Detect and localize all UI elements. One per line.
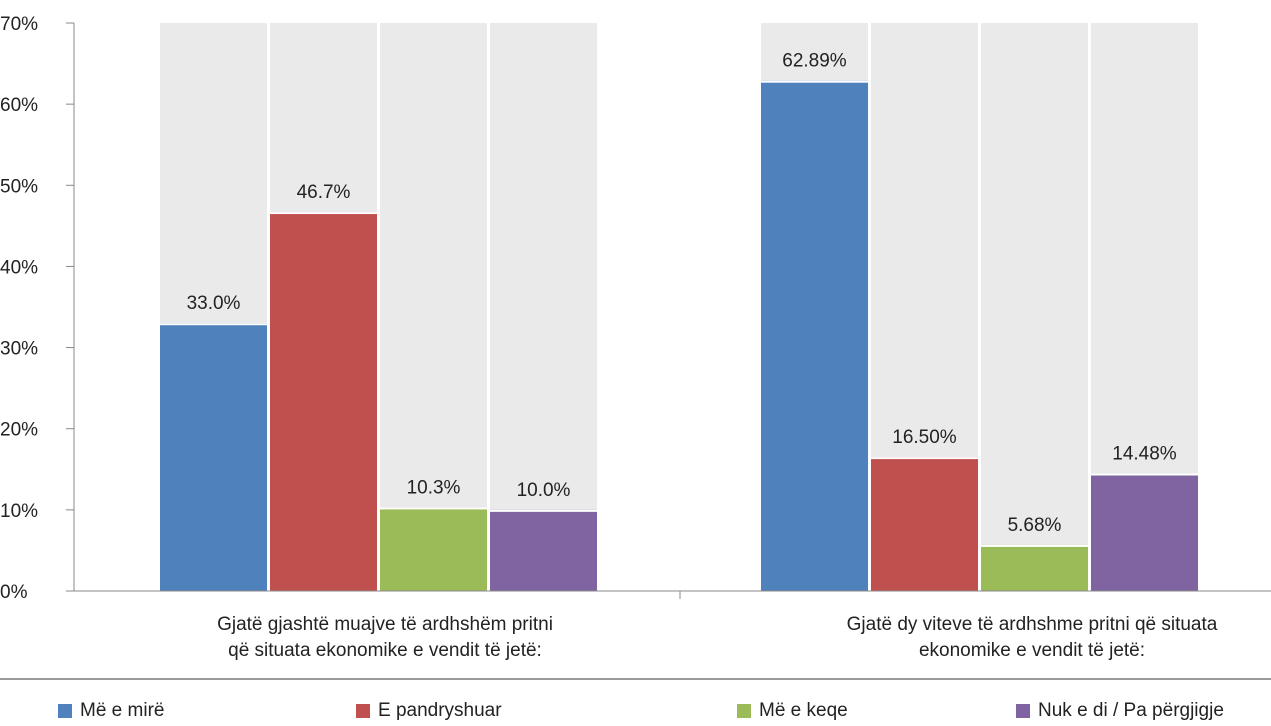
- bar: [380, 507, 487, 591]
- legend-item: Nuk e di / Pa përgjigje: [1016, 700, 1224, 722]
- bar-top-edge: [871, 457, 978, 460]
- group-label: ekonomike e vendit të jetë:: [919, 640, 1145, 661]
- legend-swatch: [58, 704, 72, 718]
- bar: [270, 212, 377, 591]
- data-labels: 33.0% 46.7% 10.3% 10.0% 62.89% 16.50% 5.68% 14.…: [187, 51, 1177, 536]
- legend-label: Nuk e di / Pa përgjigje: [1038, 700, 1224, 721]
- axes: 0% 10% 20% 30% 40% 50% 60% 70%: [0, 14, 1271, 680]
- y-tick-label: 40%: [0, 257, 38, 278]
- bar-top-edge: [270, 212, 377, 215]
- bar-top-edge: [380, 507, 487, 510]
- legend-label: E pandryshuar: [378, 700, 502, 721]
- bar: [1091, 473, 1198, 591]
- y-tick-label: 10%: [0, 501, 38, 522]
- background-bar: [981, 23, 1088, 591]
- legend-item: Më e keqe: [737, 700, 848, 722]
- y-tick-label: 70%: [0, 14, 38, 35]
- background-bar: [490, 23, 597, 591]
- legend-label: Më e mirë: [80, 700, 165, 721]
- y-tick-label: 50%: [0, 176, 38, 197]
- group-label: që situata ekonomike e vendit të jetë:: [228, 640, 542, 661]
- legend-swatch: [356, 704, 370, 718]
- data-label: 62.89%: [782, 51, 847, 72]
- y-tick-label: 0%: [0, 582, 28, 603]
- group-label: Gjatë gjashtë muajve të ardhshëm pritni: [217, 614, 553, 635]
- y-tick-label: 20%: [0, 420, 38, 441]
- data-label: 14.48%: [1112, 444, 1177, 465]
- legend-item: E pandryshuar: [356, 700, 502, 722]
- bar: [490, 509, 597, 591]
- bar: [981, 544, 1088, 591]
- data-label: 10.0%: [517, 480, 571, 501]
- legend-label: Më e keqe: [759, 700, 848, 721]
- data-label: 5.68%: [1008, 515, 1062, 536]
- background-bar: [380, 23, 487, 591]
- data-bars: [160, 80, 1198, 592]
- bar-top-edge: [981, 544, 1088, 547]
- data-label: 33.0%: [187, 293, 241, 314]
- legend-item: Më e mirë: [58, 700, 164, 722]
- legend-swatch: [737, 704, 751, 718]
- bar: [871, 457, 978, 591]
- bar: [160, 323, 267, 591]
- legend: Më e mirë E pandryshuar Më e keqe Nuk e di …: [0, 700, 1271, 726]
- legend-swatch: [1016, 704, 1030, 718]
- group-labels: Gjatë gjashtë muajve të ardhshëm pritni q…: [217, 614, 1218, 661]
- bar-top-edge: [761, 80, 868, 83]
- data-label: 16.50%: [892, 427, 957, 448]
- group-label: Gjatë dy viteve të ardhshme pritni që si…: [847, 614, 1218, 635]
- y-tick-label: 30%: [0, 339, 38, 360]
- bar-top-edge: [490, 509, 597, 512]
- y-tick-label: 60%: [0, 95, 38, 116]
- bar: [761, 80, 868, 592]
- data-label: 46.7%: [297, 182, 351, 203]
- bar-top-edge: [1091, 473, 1198, 476]
- data-label: 10.3%: [407, 477, 461, 498]
- bar-top-edge: [160, 323, 267, 326]
